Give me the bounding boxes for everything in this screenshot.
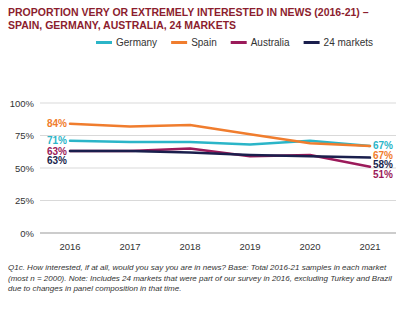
grid-line	[40, 135, 396, 136]
data-label: 63%	[47, 155, 67, 166]
legend-swatch	[231, 41, 247, 44]
x-tick-label: 2019	[239, 241, 260, 252]
data-label: 84%	[47, 118, 67, 129]
legend-swatch	[96, 41, 112, 44]
x-tick-label: 2016	[59, 241, 80, 252]
legend-swatch	[171, 41, 187, 44]
legend-label: Germany	[116, 37, 157, 48]
grid-line	[40, 200, 396, 201]
y-tick-label: 0%	[20, 228, 34, 239]
x-tick-label: 2021	[359, 241, 380, 252]
data-label: 71%	[47, 135, 67, 146]
x-tick-label: 2018	[179, 241, 200, 252]
footnote: Q1c. How interested, if at all, would yo…	[8, 263, 396, 295]
x-tick-label: 2020	[299, 241, 320, 252]
y-tick-label: 75%	[15, 130, 35, 141]
series-line	[70, 124, 370, 146]
y-tick-label: 25%	[15, 195, 35, 206]
series-line	[70, 151, 370, 158]
title: PROPORTION VERY OR EXTREMELY INTERESTED …	[8, 6, 398, 32]
legend-label: Australia	[251, 37, 290, 48]
axis-line	[40, 103, 41, 233]
data-label: 51%	[373, 169, 393, 180]
legend-label: Spain	[191, 37, 217, 48]
series-line	[70, 149, 370, 167]
legend-swatch	[304, 41, 320, 44]
y-tick-label: 50%	[15, 163, 35, 174]
grid-line	[40, 103, 396, 104]
y-tick-label: 100%	[10, 98, 35, 109]
grid-line	[40, 233, 396, 234]
grid-line	[40, 168, 396, 169]
legend-label: 24 markets	[324, 37, 373, 48]
x-tick-label: 2017	[119, 241, 140, 252]
